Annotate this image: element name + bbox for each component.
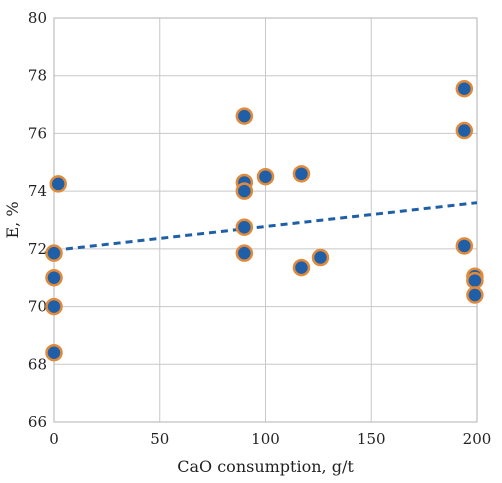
y-tick-label: 72 [28,240,47,258]
y-axis-ticks: 66 68 70 72 74 76 78 80 [28,9,47,431]
data-point [45,268,63,287]
x-tick-label: 0 [49,430,59,448]
data-point [311,248,330,267]
y-tick-label: 78 [28,67,47,85]
x-axis-label: CaO consumption, g/t [177,457,354,476]
trendline [53,201,478,252]
data-point [455,79,474,98]
y-tick-label: 74 [28,182,47,200]
data-point [45,244,63,262]
x-tick-label: 200 [463,430,492,448]
data-point [256,167,275,186]
data-point [466,271,484,290]
data-point [45,343,63,362]
data-point [235,218,254,236]
data-point [235,107,254,125]
data-point [292,258,311,277]
x-tick-label: 150 [357,430,386,448]
data-point [235,182,254,200]
data-point [455,237,474,255]
x-tick-label: 100 [251,430,280,448]
x-axis-ticks: 0 50 100 150 200 [49,430,491,448]
data-point [49,175,67,193]
data-points [45,79,484,362]
grid [53,17,478,423]
y-tick-label: 80 [28,9,47,27]
y-tick-label: 68 [28,355,47,373]
data-point [466,286,484,304]
data-point [235,244,254,262]
plot-frame [53,17,478,423]
y-axis-label: E, % [3,201,22,238]
y-tick-label: 76 [28,124,47,142]
data-point [455,121,474,140]
x-tick-label: 50 [150,430,169,448]
y-tick-label: 66 [28,413,47,431]
data-point [292,165,311,183]
y-tick-label: 70 [28,298,47,316]
data-point [45,297,63,316]
